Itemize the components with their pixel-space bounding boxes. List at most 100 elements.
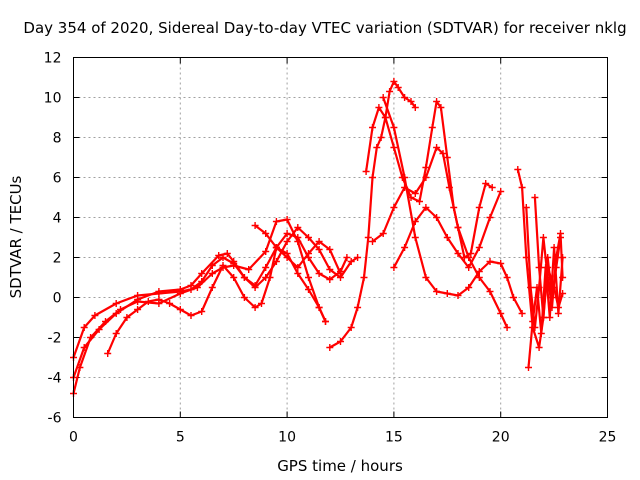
trace-10-point (454, 250, 462, 257)
trace-4-point (240, 294, 248, 301)
trace-4-point (283, 250, 291, 257)
trace-1-point (272, 218, 280, 225)
trace-1-point (262, 248, 270, 255)
trace-8-point (379, 230, 387, 237)
trace-9-point (486, 258, 494, 265)
trace-7-point (497, 310, 505, 317)
trace-7-point (437, 104, 445, 111)
trace-9-point (422, 274, 430, 281)
trace-2-point (305, 234, 312, 241)
data-series (70, 78, 567, 397)
trace-14-point (539, 314, 547, 321)
trace-4-point (198, 308, 206, 315)
x-tick-label: 5 (176, 430, 185, 446)
trace-6-point (401, 94, 409, 101)
trace-8-point (482, 180, 490, 187)
trace-3-point (215, 252, 223, 259)
trace-5-point (272, 244, 280, 251)
trace-10-point (433, 214, 441, 221)
trace-4-point (294, 270, 302, 277)
trace-2-point (91, 312, 99, 319)
trace-5-point (315, 270, 323, 277)
trace-8-point (467, 250, 475, 257)
trace-6-point (337, 338, 344, 345)
trace-6-point (377, 134, 385, 141)
trace-4-point (230, 274, 238, 281)
trace-7-point (369, 124, 376, 131)
trace-1-point (208, 270, 216, 277)
trace-5-point (337, 268, 344, 275)
trace-4-point (322, 318, 329, 325)
trace-3-point (187, 282, 195, 289)
x-tick-label: 20 (492, 430, 510, 446)
trace-8-point (445, 184, 453, 191)
trace-4-point (104, 350, 112, 357)
trace-14-point (552, 264, 560, 271)
trace-7-point (375, 104, 383, 111)
y-tick-label: 2 (53, 251, 62, 267)
y-tick-label: 8 (53, 131, 62, 147)
trace-2-point (326, 266, 334, 273)
y-axis-label: SDTVAR / TECUs (7, 175, 25, 298)
trace-5-point (343, 254, 351, 261)
trace-2-point (315, 246, 323, 253)
trace-6-line (328, 80, 417, 349)
trace-8-point (433, 144, 441, 151)
trace-9-point (379, 94, 387, 101)
x-tick-label: 15 (385, 430, 403, 446)
trace-13-point (537, 330, 545, 337)
trace-8-point (454, 224, 462, 231)
trace-4-point (166, 300, 174, 307)
trace-10-point (486, 214, 494, 221)
trace-6-point (369, 174, 376, 181)
trace-6-point (354, 304, 362, 311)
trace-10-point (422, 204, 430, 211)
trace-10-point (390, 264, 398, 271)
trace-4-point (208, 284, 216, 291)
trace-14-point (535, 264, 543, 271)
y-tick-label: -4 (48, 371, 62, 387)
trace-1-point (245, 266, 253, 273)
x-axis-label: GPS time / hours (277, 457, 403, 475)
trace-14-point (544, 254, 552, 261)
x-tick-label: 10 (278, 430, 296, 446)
trace-7-point (433, 98, 441, 105)
trace-6-point (394, 84, 402, 91)
trace-7-point (422, 164, 430, 171)
trace-10-point (497, 188, 505, 195)
trace-4-point (305, 286, 312, 293)
trace-11-point (518, 184, 526, 191)
trace-4-point (258, 300, 265, 307)
trace-6-point (411, 104, 419, 111)
trace-5-point (305, 254, 312, 261)
trace-12-point (522, 204, 530, 211)
trace-1-point (305, 274, 312, 281)
trace-6-point (347, 324, 355, 331)
trace-7-point (503, 324, 511, 331)
trace-14-point (548, 294, 556, 301)
trace-8-point (390, 204, 398, 211)
x-tick-label: 0 (69, 430, 78, 446)
trace-9-point (497, 260, 505, 267)
plot-frame (73, 57, 608, 418)
trace-9-point (401, 174, 409, 181)
trace-8-point (369, 238, 376, 245)
trace-8-point (422, 174, 430, 181)
y-tick-label: 12 (44, 51, 62, 67)
trace-12-point (527, 284, 535, 291)
trace-2-point (198, 278, 206, 285)
trace-14-point (557, 234, 564, 241)
trace-2-point (283, 238, 291, 245)
trace-9-point (510, 294, 517, 301)
trace-8-line (371, 146, 494, 259)
y-tick-label: 6 (53, 171, 62, 187)
trace-2-point (80, 324, 88, 331)
trace-9-point (443, 290, 451, 297)
trace-7-point (362, 168, 370, 175)
trace-3-point (262, 264, 270, 271)
trace-4-point (123, 314, 131, 321)
trace-9-point (503, 274, 511, 281)
trace-10-point (443, 234, 451, 241)
trace-3-point (198, 270, 206, 277)
